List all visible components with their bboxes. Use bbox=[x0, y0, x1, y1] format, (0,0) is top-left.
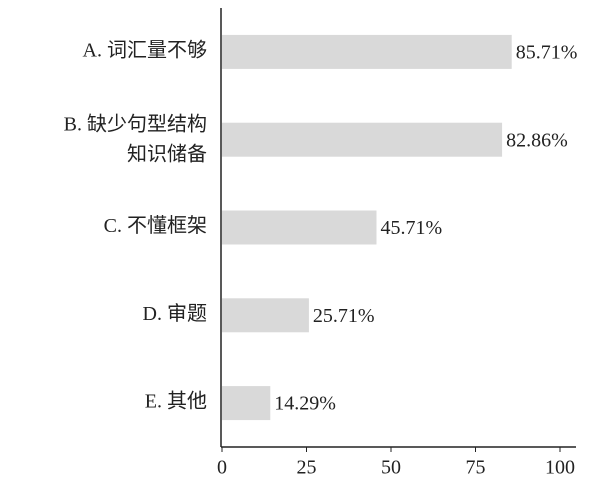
x-tick-label: 25 bbox=[297, 457, 317, 479]
value-label: 45.71% bbox=[380, 217, 442, 239]
bar bbox=[222, 210, 377, 245]
x-tick-label: 0 bbox=[217, 457, 227, 479]
category-label: C. 不懂框架 bbox=[104, 214, 207, 237]
bar bbox=[222, 298, 309, 333]
bar bbox=[222, 386, 271, 421]
value-label: 85.71% bbox=[516, 41, 578, 63]
bar bbox=[222, 34, 512, 69]
category-label: D. 审题 bbox=[143, 302, 207, 325]
category-label: E. 其他 bbox=[145, 390, 207, 413]
category-label: B. 缺少句型结构知识储备 bbox=[64, 112, 207, 165]
x-tick-label: 50 bbox=[381, 457, 401, 479]
value-label: 14.29% bbox=[274, 393, 336, 415]
value-label: 25.71% bbox=[313, 305, 375, 327]
bar bbox=[222, 122, 503, 157]
value-label: 82.86% bbox=[506, 129, 568, 151]
x-tick-label: 75 bbox=[466, 457, 486, 479]
category-label: A. 词汇量不够 bbox=[83, 38, 207, 61]
x-tick-label: 100 bbox=[545, 457, 575, 479]
